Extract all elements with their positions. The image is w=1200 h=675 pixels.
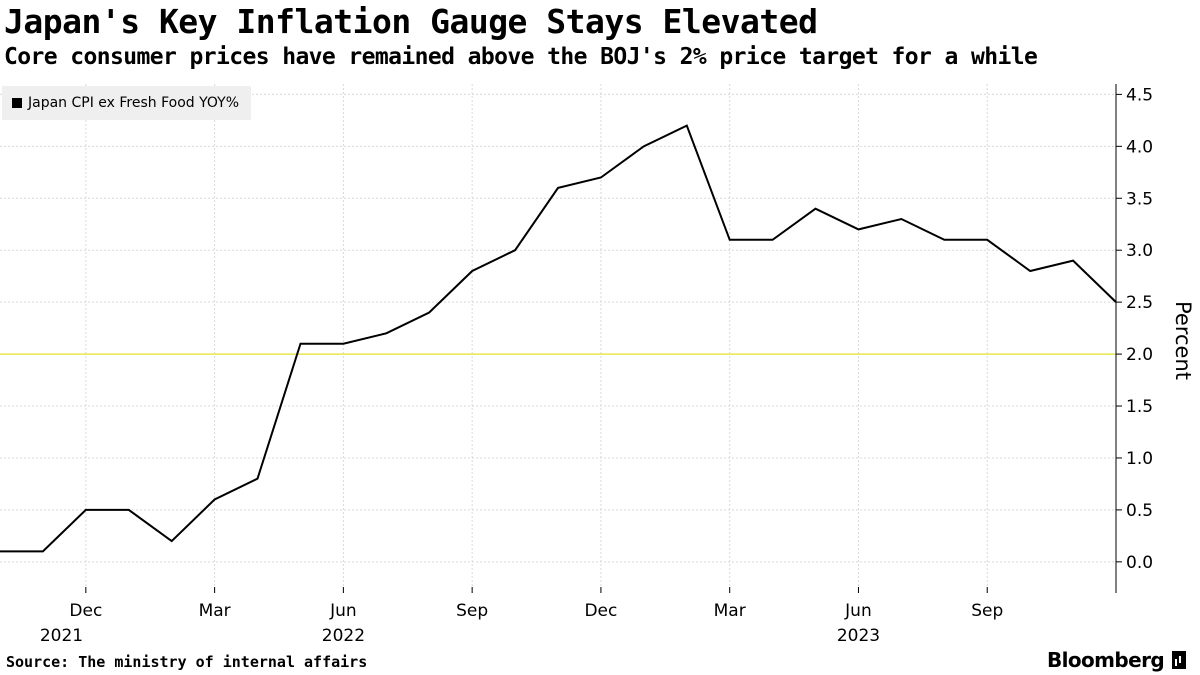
data-point bbox=[84, 508, 88, 512]
data-point bbox=[556, 186, 560, 190]
series-layer bbox=[0, 124, 1117, 553]
y-tick-label: 0.5 bbox=[1126, 501, 1153, 521]
chart-title: Japan's Key Inflation Gauge Stays Elevat… bbox=[4, 2, 818, 41]
data-point bbox=[728, 238, 732, 242]
data-point bbox=[1071, 259, 1075, 263]
y-tick-label: 4.5 bbox=[1126, 85, 1153, 105]
data-point bbox=[0, 549, 2, 553]
x-tick-label: Sep bbox=[971, 601, 1003, 621]
y-tick-label: 3.5 bbox=[1126, 189, 1153, 209]
data-point bbox=[127, 508, 131, 512]
y-tick-label: 4.0 bbox=[1126, 137, 1153, 157]
y-tick-label: 1.0 bbox=[1126, 449, 1153, 469]
data-point bbox=[384, 331, 388, 335]
data-point bbox=[814, 207, 818, 211]
data-point bbox=[1028, 269, 1032, 273]
x-tick-label: Jun bbox=[844, 601, 872, 621]
axis-layer: 0.0 0.5 1.0 1.5 2.0 2.5 3.0 3.5 4.0 4.5 Dec Mar Jun S… bbox=[40, 84, 1195, 646]
data-point bbox=[298, 342, 302, 346]
data-point bbox=[899, 217, 903, 221]
source-note: Source: The ministry of internal affairs bbox=[6, 653, 368, 671]
y-tick-label: 0.0 bbox=[1126, 553, 1153, 573]
y-tick-label: 2.5 bbox=[1126, 293, 1153, 313]
x-tick-label: Dec bbox=[69, 601, 102, 621]
data-point bbox=[942, 238, 946, 242]
grid-layer bbox=[0, 84, 1116, 593]
x-tick-label: Mar bbox=[714, 601, 746, 621]
y-tick-label: 2.0 bbox=[1126, 345, 1153, 365]
data-point bbox=[256, 477, 260, 481]
data-point bbox=[427, 311, 431, 315]
x-tick-label: Jun bbox=[329, 601, 357, 621]
data-point bbox=[470, 269, 474, 273]
data-point bbox=[985, 238, 989, 242]
series-line-japan-cpi bbox=[0, 124, 1117, 553]
brand-name: Bloomberg bbox=[1047, 648, 1165, 672]
data-point bbox=[856, 227, 860, 231]
data-point bbox=[771, 238, 775, 242]
x-year-label: 2023 bbox=[837, 626, 880, 646]
legend: Japan CPI ex Fresh Food YOY% bbox=[2, 86, 252, 120]
data-point bbox=[170, 539, 174, 543]
legend-swatch bbox=[12, 98, 22, 108]
y-tick-label: 3.0 bbox=[1126, 241, 1153, 261]
bloomberg-terminal-icon bbox=[1172, 651, 1187, 669]
x-year-label: 2021 bbox=[40, 626, 83, 646]
data-point bbox=[213, 498, 217, 502]
data-point bbox=[599, 175, 603, 179]
brand-logo: Bloomberg bbox=[1047, 648, 1187, 672]
data-point bbox=[513, 248, 517, 252]
x-tick-label: Sep bbox=[456, 601, 488, 621]
data-point bbox=[642, 144, 646, 148]
y-axis-title: Percent bbox=[1171, 301, 1195, 380]
x-tick-label: Dec bbox=[584, 601, 617, 621]
chart-subtitle: Core consumer prices have remained above… bbox=[4, 44, 1038, 70]
data-point bbox=[41, 549, 45, 553]
x-year-label: 2022 bbox=[322, 626, 365, 646]
data-point bbox=[685, 124, 689, 128]
y-tick-label: 1.5 bbox=[1126, 397, 1153, 417]
legend-label: Japan CPI ex Fresh Food YOY% bbox=[28, 95, 240, 111]
x-tick-label: Mar bbox=[199, 601, 231, 621]
data-point bbox=[341, 342, 345, 346]
